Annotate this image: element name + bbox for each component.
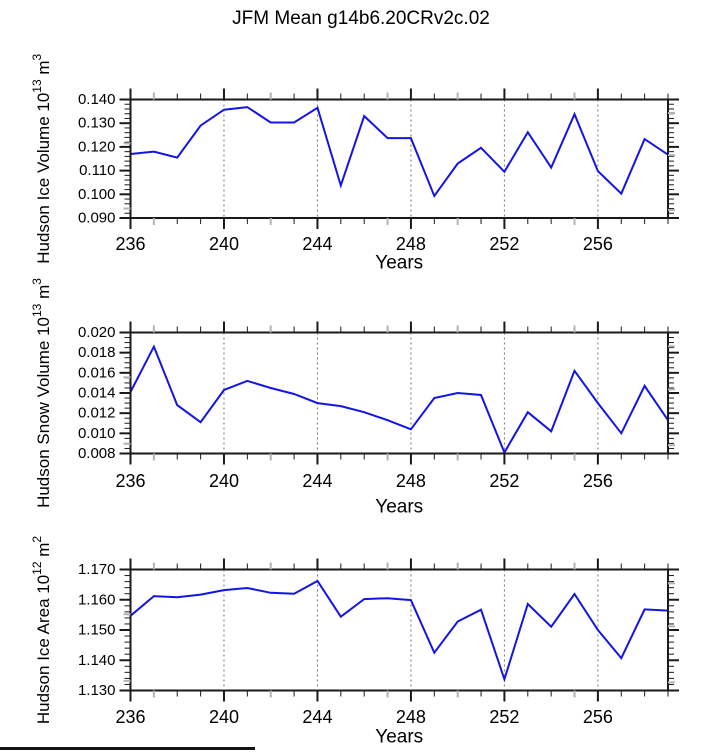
panel-1-x-tick-label: 248 [396,234,426,254]
panel-3-x-tick-label: 252 [489,707,519,727]
panel-1-x-tick-label: 236 [115,234,145,254]
panel-1-y-axis-label-sup: 13 [30,79,44,93]
panel-2-x-tick-label: 236 [115,471,145,491]
panel-3-plot-box [129,568,669,692]
panel-1-y-tick-label: 0.130 [78,115,116,132]
panel-3-y-axis-label-sup: 2 [30,536,44,543]
panel-2-data-line [129,344,669,455]
panel-2-y-tick-label: 0.020 [78,324,116,341]
panel-2-y-axis-label-sup: 3 [30,278,44,285]
panel-1-plot-box [129,98,669,219]
panel-3-x-tick-label: 256 [583,707,613,727]
panel-1-data-line [130,106,669,199]
panel-2-y-tick-label: 0.012 [78,405,116,422]
panel-1-y-tick-label: 0.100 [78,186,116,203]
panel-2-y-axis-label-part: m [34,285,53,304]
panel-3-y-axis-label: Hudson Ice Area 1012 m2 [30,536,53,725]
panel-1-y-axis-label-sup: 3 [30,53,44,60]
panel-2-plot-box [129,331,669,455]
panel-1-y-axis-label: Hudson Ice Volume 1013 m3 [30,53,53,263]
panel-3-x-tick-label: 240 [209,707,239,727]
panel-3-x-tick-label: 244 [302,707,332,727]
panel-3-x-tick-label: 248 [396,707,426,727]
panel-3-x-axis-label: Years [375,727,423,748]
panel-1-x-tick-label: 240 [209,234,239,254]
panel-2-y-axis-label-part: Hudson Snow Volume 10 [34,317,53,508]
panel-2-x-tick-label: 244 [302,471,332,491]
panel-2-x-tick-label: 240 [209,471,239,491]
panel-1-y-axis-label-part: m [34,60,53,79]
panel-1-x-tick-label: 256 [583,234,613,254]
panel-1-x-axis-label: Years [375,253,423,274]
panel-3-y-tick-label: 1.150 [78,622,116,639]
panel-1-y-axis-label-part: Hudson Ice Volume 10 [34,93,53,264]
panel-2-y-tick-label: 0.014 [78,385,116,402]
panel-3-y-axis-label-part: m [34,543,53,562]
panel-2-y-tick-label: 0.016 [78,364,116,381]
bottom-edge-artifact [0,747,255,750]
panel-1-y-tick-label: 0.090 [78,210,116,227]
panel-2-x-axis-label: Years [375,497,423,518]
panel-3-y-tick-label: 1.140 [78,652,116,669]
panel-3-y-axis-label-sup: 12 [30,561,44,575]
panel-2-y-tick-label: 0.008 [78,445,116,462]
panel-3-y-tick-label: 1.170 [78,561,116,578]
panel-2-y-axis-label: Hudson Snow Volume 1013 m3 [30,278,53,508]
panel-1-y-tick-label: 0.110 [79,162,115,179]
panel-3-y-tick-label: 1.130 [78,682,116,699]
panel-1-y-tick-label: 0.140 [78,91,116,108]
panel-2-x-tick-label: 248 [396,471,426,491]
panel-1-y-tick-label: 0.120 [78,138,116,155]
panel-3-y-tick-label: 1.160 [78,591,116,608]
panel-2-y-tick-label: 0.010 [78,425,116,442]
panel-2-y-axis-label-sup: 13 [30,303,44,317]
panel-2-x-tick-label: 256 [583,471,613,491]
panel-3-x-tick-label: 236 [115,707,145,727]
panel-2-y-tick-label: 0.018 [78,344,116,361]
panel-3-data-line [129,579,669,683]
panel-2-x-tick-label: 252 [489,471,519,491]
chart-title: JFM Mean g14b6.20CRv2c.02 [232,8,490,29]
panel-3-y-axis-label-part: Hudson Ice Area 10 [34,575,53,724]
panel-1-x-tick-label: 244 [302,234,332,254]
panel-1-x-tick-label: 252 [489,234,519,254]
